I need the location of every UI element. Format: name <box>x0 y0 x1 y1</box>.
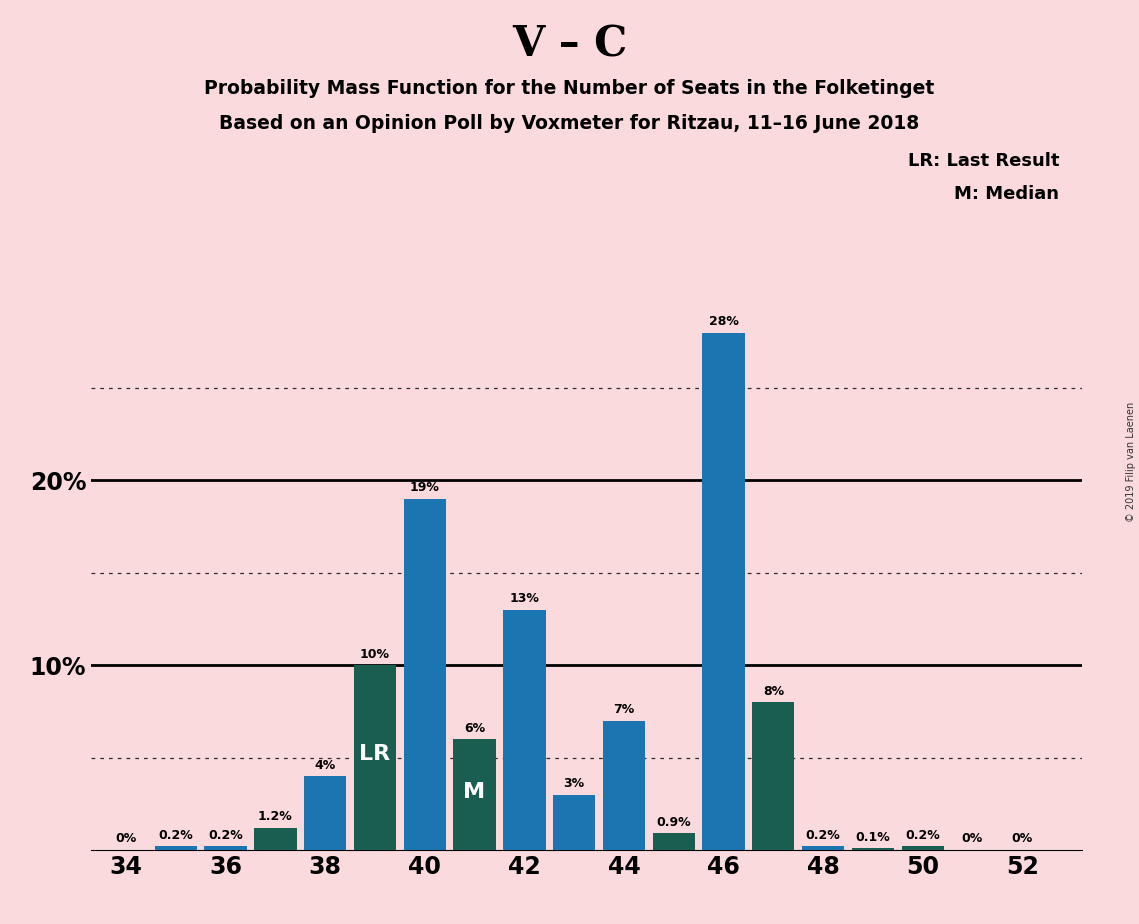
Bar <box>155 846 197 850</box>
Bar <box>304 776 346 850</box>
Text: 0%: 0% <box>1011 833 1033 845</box>
Text: M: M <box>464 783 485 802</box>
Text: © 2019 Filip van Laenen: © 2019 Filip van Laenen <box>1126 402 1136 522</box>
Text: 10%: 10% <box>360 648 390 661</box>
Bar <box>552 795 596 850</box>
Bar <box>902 846 944 850</box>
Text: 0.2%: 0.2% <box>158 829 194 842</box>
Text: 28%: 28% <box>708 315 738 328</box>
Text: 0.9%: 0.9% <box>656 816 691 829</box>
Text: 19%: 19% <box>410 481 440 494</box>
Text: 1.2%: 1.2% <box>259 810 293 823</box>
Bar <box>453 739 495 850</box>
Text: 7%: 7% <box>613 703 634 716</box>
Bar <box>204 846 247 850</box>
Text: Probability Mass Function for the Number of Seats in the Folketinget: Probability Mass Function for the Number… <box>204 79 935 98</box>
Text: V – C: V – C <box>511 23 628 65</box>
Bar <box>852 848 894 850</box>
Text: 0.2%: 0.2% <box>208 829 243 842</box>
Text: 13%: 13% <box>509 592 539 605</box>
Text: 6%: 6% <box>464 722 485 735</box>
Text: 8%: 8% <box>763 685 784 698</box>
Text: LR: Last Result: LR: Last Result <box>908 152 1059 170</box>
Bar <box>254 828 296 850</box>
Text: 0%: 0% <box>961 833 983 845</box>
Text: 4%: 4% <box>314 759 336 772</box>
Text: 0.2%: 0.2% <box>906 829 940 842</box>
Bar <box>603 721 645 850</box>
Text: LR: LR <box>360 744 391 764</box>
Bar <box>703 333 745 850</box>
Text: 0%: 0% <box>115 833 137 845</box>
Text: Based on an Opinion Poll by Voxmeter for Ritzau, 11–16 June 2018: Based on an Opinion Poll by Voxmeter for… <box>220 114 919 133</box>
Text: 0.2%: 0.2% <box>805 829 841 842</box>
Bar <box>653 833 695 850</box>
Text: M: Median: M: Median <box>954 185 1059 202</box>
Bar <box>802 846 844 850</box>
Bar <box>503 610 546 850</box>
Bar <box>752 702 795 850</box>
Bar <box>403 499 445 850</box>
Text: 3%: 3% <box>564 777 584 790</box>
Text: 0.1%: 0.1% <box>855 831 891 844</box>
Bar <box>354 665 396 850</box>
